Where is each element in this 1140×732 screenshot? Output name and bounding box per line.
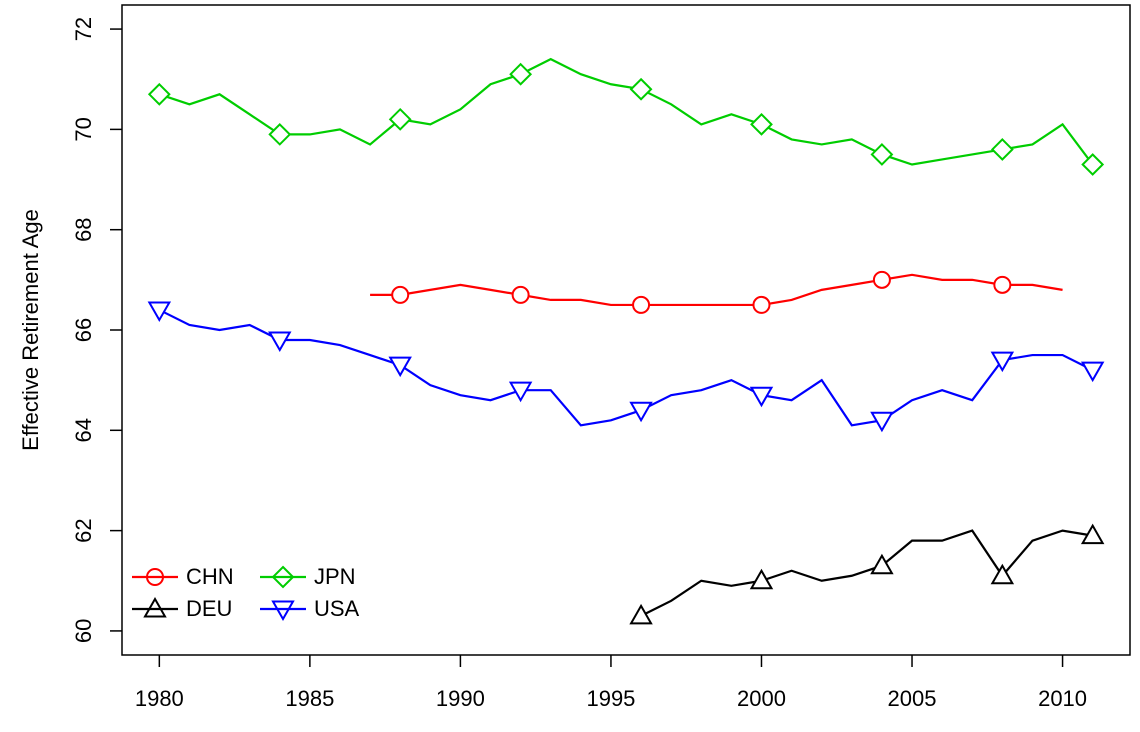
series-line [158,57,1094,166]
marker [268,122,292,146]
series-line [158,308,1094,427]
marker [749,386,774,408]
marker [752,295,771,314]
marker [870,553,894,575]
y-tick-label: 62 [71,518,96,542]
marker [508,381,533,403]
y-axis-label: Effective Retirement Age [18,209,43,451]
marker [990,138,1014,161]
y-tick-label: 66 [71,318,96,342]
marker [147,301,172,322]
marker [268,331,292,353]
x-tick-label: 2005 [888,686,937,711]
marker [388,107,412,131]
marker [509,62,533,86]
y-tick-label: 60 [71,619,96,643]
series-line [370,273,1063,307]
marker [511,285,530,304]
marker [993,275,1012,294]
marker [629,603,653,625]
marker [870,411,894,433]
legend-label: DEU [186,596,232,621]
legend-marker [271,600,295,622]
marker [632,295,651,314]
y-tick-label: 68 [71,217,96,241]
y-tick-label: 70 [71,117,96,141]
x-tick-label: 1980 [135,686,184,711]
marker [872,270,891,289]
plot-box [121,4,1131,656]
marker [750,112,773,136]
legend-label: USA [314,596,360,621]
marker [629,77,653,101]
marker [1081,153,1105,176]
x-tick-label: 2010 [1038,686,1087,711]
marker [1080,361,1105,383]
legend-marker [146,568,164,586]
legend-marker [271,565,295,589]
legend-marker [143,596,167,618]
marker [391,285,410,304]
marker [629,401,653,423]
marker [388,356,412,378]
legend-label: CHN [186,564,234,589]
marker [749,568,774,590]
series-line [640,529,1093,617]
x-tick-label: 2000 [737,686,786,711]
x-tick-label: 1985 [285,686,334,711]
marker [990,563,1015,585]
legend-label: JPN [314,564,356,589]
y-tick-label: 72 [71,17,96,41]
marker [1080,523,1105,545]
x-tick-label: 1995 [586,686,635,711]
y-tick-label: 64 [71,418,96,442]
x-tick-label: 1990 [436,686,485,711]
marker [147,82,171,106]
marker [990,351,1015,373]
marker [870,143,894,166]
